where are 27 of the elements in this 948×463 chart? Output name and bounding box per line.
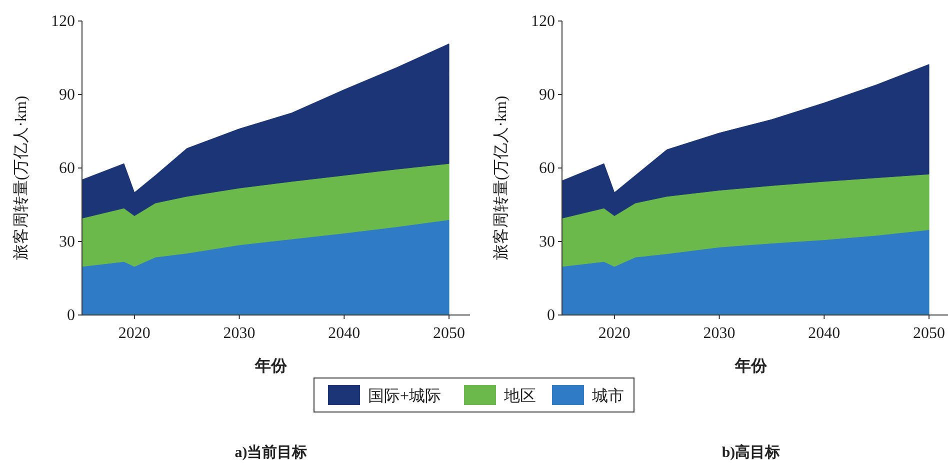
x-tick-label: 2020 <box>118 325 150 342</box>
y-tick-label: 60 <box>539 160 555 177</box>
y-tick-label: 120 <box>531 13 555 30</box>
y-tick-label: 60 <box>59 160 75 177</box>
x-tick-label: 2040 <box>808 325 840 342</box>
y-tick-label: 90 <box>539 86 555 104</box>
x-tick-label: 2030 <box>223 325 256 342</box>
x-tick-label: 2030 <box>703 325 736 342</box>
x-axis-title: 年份 <box>734 357 768 375</box>
x-tick-label: 2050 <box>433 325 466 342</box>
legend-label: 城市 <box>591 387 624 405</box>
y-tick-label: 0 <box>547 307 555 324</box>
text: b)高目标 <box>722 443 780 461</box>
y-tick-label: 120 <box>51 13 75 30</box>
x-tick-label: 2020 <box>598 325 630 342</box>
x-tick-label: 2050 <box>913 325 946 342</box>
x-tick-label: 2040 <box>328 325 360 342</box>
y-tick-label: 90 <box>59 86 75 104</box>
y-tick-label: 0 <box>67 307 75 324</box>
y-axis-title: 旅客周转量(万亿人·km) <box>12 96 30 260</box>
legend-label: 国际+城际 <box>368 387 442 405</box>
x-axis-title: 年份 <box>254 357 288 375</box>
y-axis-title: 旅客周转量(万亿人·km) <box>492 96 510 260</box>
y-tick-label: 30 <box>539 234 555 250</box>
legend-label: 地区 <box>503 387 536 405</box>
y-tick-label: 30 <box>59 234 75 250</box>
text: a)当前目标 <box>234 444 308 461</box>
